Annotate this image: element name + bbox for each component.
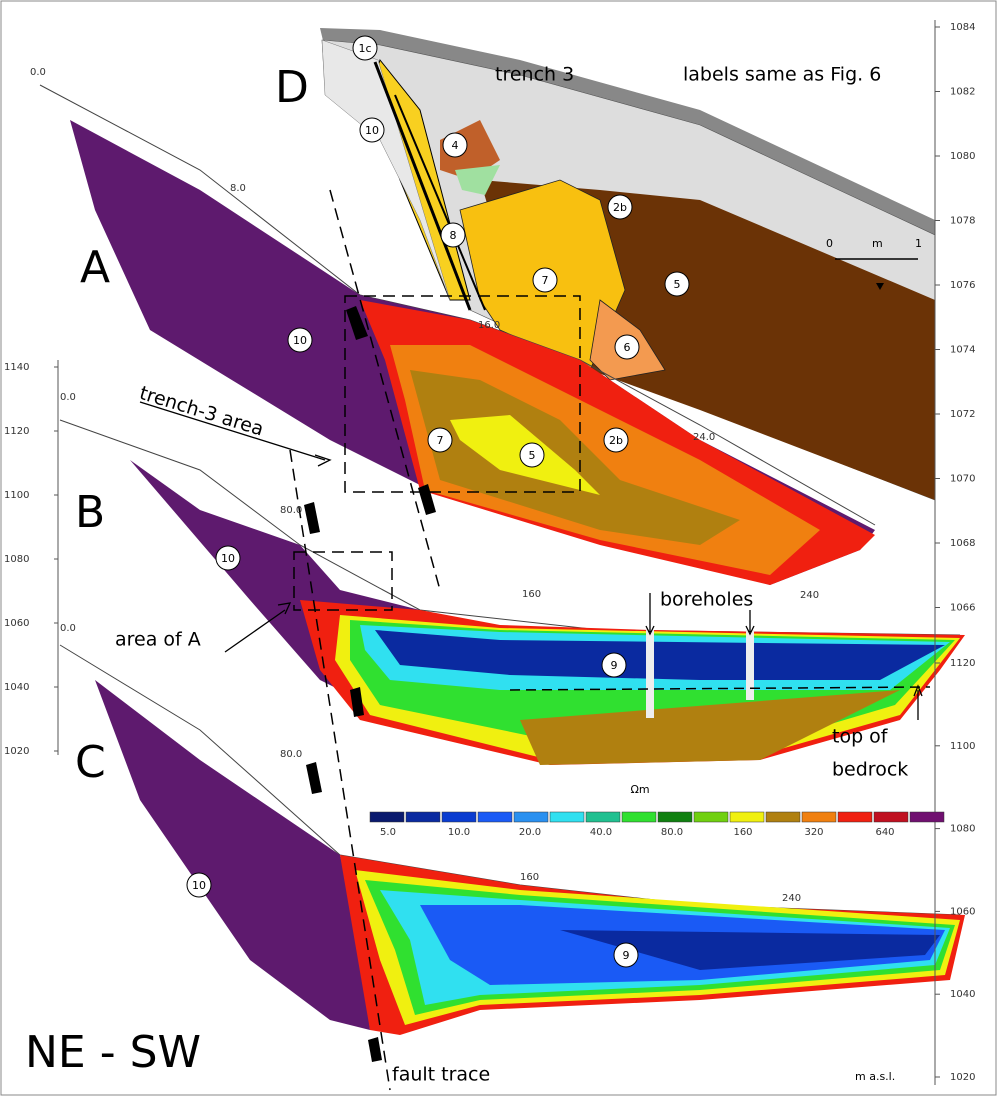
scale-label: m (872, 237, 883, 250)
scale-label: 0 (826, 237, 833, 250)
legend-swatch (802, 812, 836, 822)
axis-label: 1020 (4, 746, 29, 757)
legend-swatch (730, 812, 764, 822)
distance-label: 240 (782, 893, 801, 904)
unit-label: 9 (611, 659, 618, 672)
distance-label: 0.0 (30, 67, 46, 78)
trench-title: trench 3 (495, 64, 574, 86)
unit-label: 1c (358, 42, 371, 55)
axis-label: 1060 (950, 906, 975, 917)
distance-label: 240 (800, 590, 819, 601)
unit-label: 10 (192, 879, 206, 892)
distance-label: 8.0 (230, 183, 246, 194)
unit-label: 2b (613, 201, 627, 214)
legend-swatch (370, 812, 404, 822)
axis-label: 1040 (4, 682, 29, 693)
unit-label: 10 (365, 124, 379, 137)
axis-label: 1082 (950, 87, 975, 98)
axis-label: 1080 (950, 151, 975, 162)
distance-label: 80.0 (280, 749, 302, 760)
axis-label: 1100 (4, 490, 29, 501)
annotation: bedrock (832, 759, 908, 781)
unit-label: 5 (674, 278, 681, 291)
legend-swatch (406, 812, 440, 822)
axis-label: 1040 (950, 989, 975, 1000)
legend-swatch (550, 812, 584, 822)
legend-label: 40.0 (590, 827, 612, 838)
distance-label: 160 (522, 589, 541, 600)
legend-swatch (586, 812, 620, 822)
figure: A B C Dtrench 3 labels same as Fig. 6 0 m 1 1c 10… (0, 0, 997, 1096)
axis-label: 1066 (950, 603, 975, 614)
legend-label: 160 (733, 827, 752, 838)
axis-label: 1100 (950, 741, 975, 752)
distance-label: 0.0 (60, 623, 76, 634)
axis-label: 1140 (4, 362, 29, 373)
distance-label: 24.0 (693, 432, 715, 443)
legend-label: 5.0 (380, 827, 396, 838)
unit-label: 10 (221, 552, 235, 565)
axis-label: 1072 (950, 409, 975, 420)
annotation: fault trace (392, 1064, 490, 1086)
panel-label: A (80, 242, 110, 293)
unit-label: 10 (293, 334, 307, 347)
panel-label: C (75, 737, 106, 788)
unit-label: 7 (437, 434, 444, 447)
distance-label: 16.0 (478, 320, 500, 331)
axis-label: 1060 (4, 618, 29, 629)
annotation: top of (832, 726, 889, 748)
axis-label: 1068 (950, 538, 975, 549)
axis-label: 1080 (4, 554, 29, 565)
legend-swatch (478, 812, 512, 822)
axis-label: 1070 (950, 474, 975, 485)
legend-label: 10.0 (448, 827, 470, 838)
unit-label: 9 (623, 949, 630, 962)
axis-label: 1080 (950, 824, 975, 835)
axis-label: 1078 (950, 216, 975, 227)
legend-swatch (514, 812, 548, 822)
legend-label: 640 (875, 827, 894, 838)
annotation: m a.s.l. (855, 1070, 895, 1083)
legend-swatch (694, 812, 728, 822)
scale-label: 1 (915, 237, 922, 250)
legend-swatch (910, 812, 944, 822)
annotation: boreholes (660, 589, 753, 611)
distance-label: 160 (520, 872, 539, 883)
distance-label: 0.0 (60, 392, 76, 403)
legend-swatch (442, 812, 476, 822)
legend-label: 80.0 (661, 827, 683, 838)
axis-label: 1084 (950, 22, 975, 33)
unit-label: 8 (450, 229, 457, 242)
distance-label: 80.0 (280, 505, 302, 516)
panel-label: D (275, 62, 309, 113)
unit-label: 4 (452, 139, 459, 152)
legend-swatch (622, 812, 656, 822)
legend-swatch (658, 812, 692, 822)
legend-title: Ωm (630, 783, 649, 796)
legend-label: 20.0 (519, 827, 541, 838)
unit-label: 2b (609, 434, 623, 447)
axis-label: 1074 (950, 345, 975, 356)
unit-label: 5 (529, 449, 536, 462)
axis-label: 1120 (4, 426, 29, 437)
unit-label: 7 (542, 274, 549, 287)
legend-swatch (766, 812, 800, 822)
panel-label: B (75, 487, 105, 538)
legend-label: 320 (804, 827, 823, 838)
annotation: NE - SW (25, 1027, 201, 1078)
legend-swatch (874, 812, 908, 822)
trench-note: labels same as Fig. 6 (683, 64, 881, 86)
axis-label: 1076 (950, 280, 975, 291)
annotation: area of A (115, 629, 201, 651)
unit-label: 6 (624, 341, 631, 354)
axis-label: 1120 (950, 658, 975, 669)
legend-swatch (838, 812, 872, 822)
axis-label: 1020 (950, 1072, 975, 1083)
